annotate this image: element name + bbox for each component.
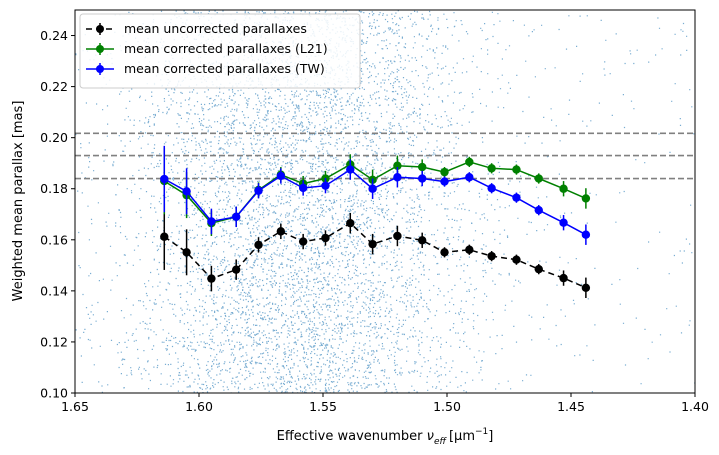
plot-frame <box>74 9 696 394</box>
x-axis-ticks: 1.65 1.60 1.55 1.50 1.45 1.40 <box>61 393 709 414</box>
data-point <box>207 217 216 226</box>
data-point <box>346 165 355 174</box>
series-2 <box>160 145 591 245</box>
data-point <box>418 162 427 172</box>
data-point <box>534 174 543 183</box>
y-tick-label: 0.10 <box>40 386 68 401</box>
data-point <box>581 283 591 293</box>
data-point <box>182 187 191 196</box>
y-tick-label: 0.22 <box>40 79 68 94</box>
data-point <box>160 232 169 241</box>
x-tick-label: 1.50 <box>433 399 461 414</box>
y-tick-label: 0.18 <box>40 181 68 196</box>
data-point <box>368 239 377 249</box>
x-tick-label: 1.40 <box>681 399 709 414</box>
data-point <box>321 181 330 190</box>
data-point <box>487 164 496 173</box>
legend-marker-tw <box>96 65 104 73</box>
y-axis-ticks: 0.10 0.12 0.14 0.16 0.18 0.20 0.22 0.24 <box>40 28 75 401</box>
data-point <box>254 240 263 250</box>
legend-label-tw: mean corrected parallaxes (TW) <box>124 61 325 76</box>
data-point <box>440 167 449 177</box>
data-point <box>440 177 449 186</box>
y-tick-label: 0.20 <box>40 130 68 145</box>
data-point <box>581 194 591 203</box>
data-point <box>182 248 191 257</box>
data-point <box>487 184 496 193</box>
star-scatter-points <box>75 10 695 393</box>
y-tick-label: 0.14 <box>40 283 68 298</box>
data-point <box>160 174 169 184</box>
data-point <box>393 173 402 182</box>
data-point <box>254 186 263 195</box>
data-point <box>393 231 402 241</box>
x-axis-label: Effective wavenumber νeff [μm−1] <box>277 427 494 447</box>
data-point <box>368 184 377 193</box>
scatter-layer <box>75 10 695 393</box>
legend-entry-uncorrected: mean uncorrected parallaxes <box>86 21 307 36</box>
x-tick-label: 1.65 <box>61 399 89 414</box>
data-point <box>276 227 286 236</box>
x-tick-label: 1.55 <box>309 399 337 414</box>
data-point <box>559 218 568 227</box>
legend-entry-tw: mean corrected parallaxes (TW) <box>86 61 325 76</box>
data-point <box>534 264 543 274</box>
data-point <box>232 265 241 274</box>
data-point <box>534 205 543 215</box>
data-point <box>232 212 241 222</box>
data-point <box>465 245 474 254</box>
y-tick-label: 0.12 <box>40 334 68 349</box>
data-point <box>487 251 496 261</box>
legend-label-l21: mean corrected parallaxes (L21) <box>124 41 328 56</box>
series-0 <box>160 203 591 299</box>
data-point <box>559 184 568 193</box>
legend: mean uncorrected parallaxes mean correct… <box>79 13 361 89</box>
data-point <box>298 237 308 246</box>
x-tick-label: 1.60 <box>185 399 213 414</box>
legend-label-uncorrected: mean uncorrected parallaxes <box>124 21 307 36</box>
series-layer <box>160 145 591 299</box>
legend-box <box>79 13 361 89</box>
x-tick-label: 1.45 <box>557 399 585 414</box>
y-tick-label: 0.24 <box>40 28 68 43</box>
legend-marker-uncorrected <box>96 25 104 33</box>
data-point <box>512 165 521 174</box>
data-point <box>393 161 402 170</box>
data-point <box>418 236 427 245</box>
data-point <box>418 174 427 183</box>
data-point <box>559 273 568 283</box>
data-point <box>465 173 474 182</box>
legend-marker-l21 <box>96 45 104 53</box>
data-point <box>276 171 286 181</box>
data-point <box>512 255 521 264</box>
data-point <box>321 233 330 243</box>
data-point <box>512 193 521 202</box>
data-point <box>298 183 308 193</box>
reference-lines <box>75 132 695 180</box>
y-tick-label: 0.16 <box>40 232 68 247</box>
legend-entry-l21: mean corrected parallaxes (L21) <box>86 41 328 56</box>
data-point <box>581 230 591 239</box>
data-point <box>346 219 355 228</box>
data-point <box>440 248 449 257</box>
data-point <box>207 274 216 283</box>
y-axis-label: Weighted mean parallax [mas] <box>11 101 26 302</box>
data-point <box>465 157 474 167</box>
